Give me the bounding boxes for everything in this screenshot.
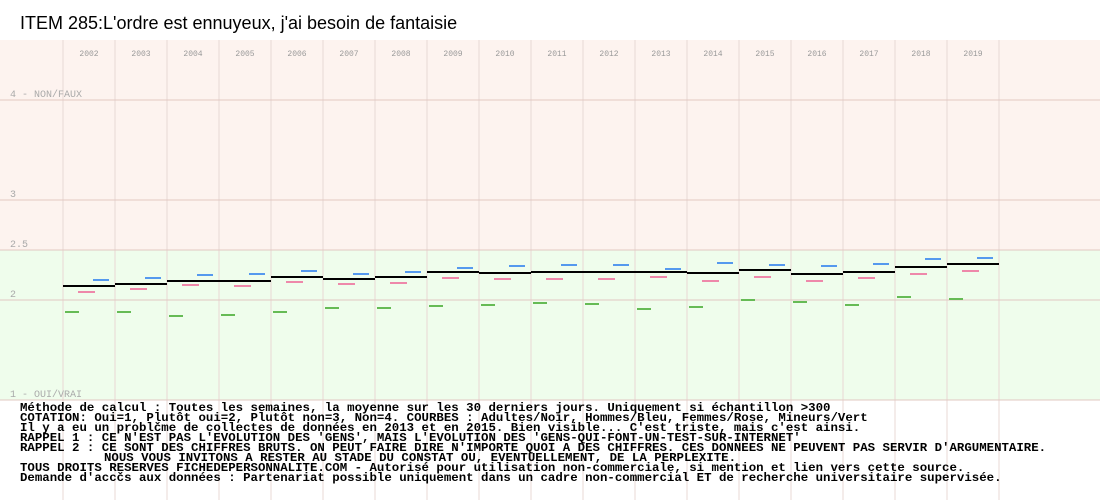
- note: NOUS VOUS INVITONS A RESTER AU STADE DU …: [104, 451, 736, 465]
- x-tick-label: 2016: [807, 50, 826, 59]
- x-tick-label: 2017: [859, 50, 878, 59]
- note: Il y a eu un problčme de collectes de do…: [20, 421, 860, 435]
- note: RAPPEL 2 : CE SONT DES CHIFFRES BRUTS. O…: [20, 441, 1046, 455]
- x-tick-label: 2012: [599, 50, 618, 59]
- x-tick-label: 2007: [339, 50, 358, 59]
- x-tick-label: 2002: [79, 50, 98, 59]
- x-tick-label: 2015: [755, 50, 774, 59]
- y-tick-label: 2: [10, 290, 16, 301]
- y-tick-label: 2.5: [10, 240, 28, 251]
- note: Méthode de calcul : Toutes les semaines,…: [20, 401, 830, 415]
- note: RAPPEL 1 : CE N'EST PAS L'EVOLUTION DES …: [20, 431, 801, 445]
- note: COTATION: Oui=1, Plutôt oui=2, Plutôt no…: [20, 411, 868, 425]
- x-tick-label: 2003: [131, 50, 150, 59]
- x-tick-label: 2006: [287, 50, 306, 59]
- chart-title: ITEM 285:L'ordre est ennuyeux, j'ai beso…: [20, 13, 457, 33]
- x-tick-label: 2013: [651, 50, 670, 59]
- y-tick-label: 3: [10, 190, 16, 201]
- y-tick-label: 4 - NON/FAUX: [10, 89, 82, 101]
- x-tick-label: 2018: [911, 50, 930, 59]
- y-tick-label: 1 - OUI/VRAI: [10, 389, 82, 401]
- x-tick-label: 2010: [495, 50, 514, 59]
- x-tick-label: 2009: [443, 50, 462, 59]
- zone-high: [0, 40, 1100, 250]
- x-tick-label: 2014: [703, 50, 722, 59]
- x-tick-label: 2019: [963, 50, 982, 59]
- x-tick-label: 2008: [391, 50, 410, 59]
- x-tick-label: 2011: [547, 50, 566, 59]
- note: Demande d'accčs aux données : Partenaria…: [20, 471, 1002, 485]
- note: TOUS DROITS RESERVES FICHEDEPERSONNALITE…: [20, 461, 964, 475]
- x-tick-label: 2005: [235, 50, 254, 59]
- x-tick-label: 2004: [183, 50, 202, 59]
